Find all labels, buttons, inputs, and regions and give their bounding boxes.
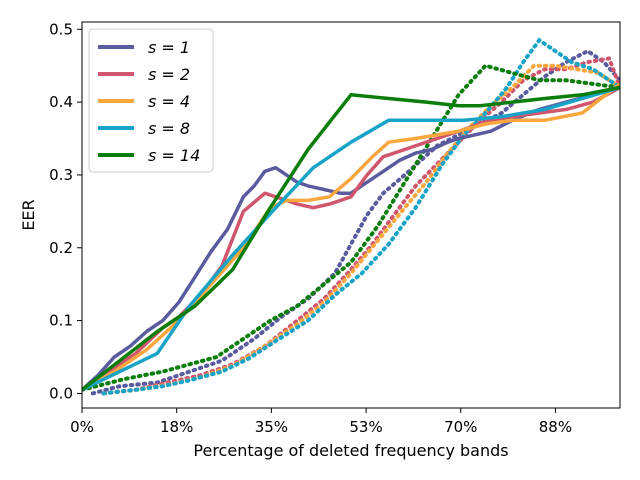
series-4-dotted-line — [101, 37, 620, 396]
y-tick-label: 0.0 — [49, 384, 73, 402]
legend-box — [88, 28, 214, 173]
series-5-dotted-line — [82, 63, 620, 392]
y-tick-label: 0.3 — [49, 166, 73, 184]
y-tick-label: 0.1 — [49, 312, 73, 330]
legend-label-5: s = 14 — [148, 146, 200, 165]
x-tick-label: 35% — [255, 418, 288, 436]
legend-label-2: s = 2 — [148, 65, 190, 84]
legend-label-3: s = 4 — [148, 92, 190, 111]
y-tick-label: 0.2 — [49, 239, 73, 257]
x-tick-label: 70% — [444, 418, 477, 436]
legend-label-4: s = 8 — [148, 119, 190, 138]
series-1-dotted-line — [90, 48, 620, 396]
x-tick-label: 18% — [160, 418, 193, 436]
legend-label-1: s = 1 — [148, 38, 190, 57]
x-axis-label: Percentage of deleted frequency bands — [193, 441, 508, 460]
x-tick-label: 53% — [349, 418, 382, 436]
series-5-solid-line — [82, 85, 620, 392]
y-axis-label: EER — [19, 199, 38, 230]
plot-lines — [82, 37, 620, 396]
y-axis: 0.0 0.1 0.2 0.3 0.4 0.5 — [49, 20, 82, 402]
legend: s = 1 s = 2 s = 4 s = 8 s = 14 — [88, 28, 214, 173]
x-tick-label: 0% — [70, 418, 94, 436]
y-tick-label: 0.5 — [49, 20, 73, 38]
x-axis: 0% 18% 35% 53% 70% 88% — [70, 408, 572, 436]
series-1-solid-line — [82, 85, 620, 392]
plot-frame — [81, 21, 621, 409]
series-4-solid-line — [82, 85, 620, 392]
x-tick-label: 88% — [539, 418, 572, 436]
y-tick-label: 0.4 — [49, 93, 73, 111]
